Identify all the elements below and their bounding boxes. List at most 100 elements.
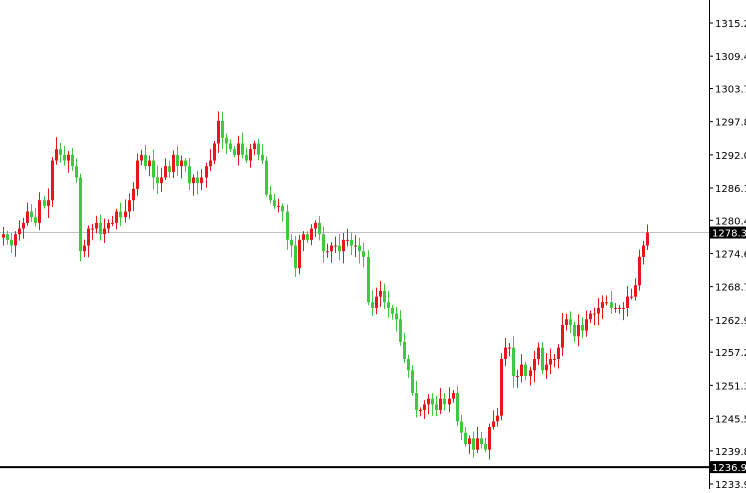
candle-body	[431, 398, 434, 405]
candle-body	[642, 245, 645, 257]
candle-body	[95, 222, 98, 229]
candle-body	[79, 177, 82, 252]
candle-body	[265, 160, 268, 195]
candle-body	[63, 154, 66, 161]
candle-body	[47, 200, 50, 206]
candle-body	[553, 358, 556, 360]
candle-body	[119, 211, 122, 218]
candle-body	[379, 290, 382, 297]
candle-body	[464, 432, 467, 445]
candle-body	[338, 245, 341, 252]
candle-body	[423, 404, 426, 411]
y-tick-label: 1286.15	[715, 184, 746, 195]
candle-body	[229, 143, 232, 150]
candle-body	[549, 358, 552, 365]
candle-body	[107, 222, 110, 229]
candle-body	[484, 444, 487, 450]
candle-body	[160, 177, 163, 184]
y-tick-label: 1309.40	[715, 52, 746, 63]
candle-body	[638, 256, 641, 286]
candle-body	[427, 398, 430, 405]
candle-body	[196, 177, 199, 184]
candle-body	[99, 222, 102, 235]
candle-body	[180, 160, 183, 167]
candle-body	[354, 245, 357, 247]
y-tick-label: 1245.50	[715, 415, 746, 426]
candle-body	[298, 239, 301, 269]
candle-body	[411, 370, 414, 393]
candle-body	[241, 143, 244, 155]
candle-body	[209, 160, 212, 167]
y-tick-label: 1262.90	[715, 316, 746, 327]
candle-body	[350, 239, 353, 246]
candle-body	[273, 200, 276, 206]
candle-body	[253, 143, 256, 150]
candle-body	[516, 375, 519, 377]
candle-body	[192, 177, 195, 184]
candle-body	[38, 200, 41, 223]
candle-body	[419, 410, 422, 412]
y-tick-label: 1274.60	[715, 250, 746, 261]
candle-body	[156, 177, 159, 184]
candle-body	[618, 307, 621, 309]
candle-body	[115, 211, 118, 223]
y-tick-label: 1315.25	[715, 19, 746, 30]
candle-body	[399, 319, 402, 342]
candle-body	[200, 177, 203, 184]
candle-body	[375, 296, 378, 308]
candle-body	[488, 427, 491, 450]
candle-body	[111, 222, 114, 224]
candle-body	[601, 302, 604, 308]
candle-body	[504, 347, 507, 359]
candle-body	[492, 421, 495, 428]
candle-body	[225, 137, 228, 144]
candle-body	[221, 120, 224, 138]
candle-body	[55, 149, 58, 161]
candle-body	[132, 188, 135, 201]
candle-body	[269, 194, 272, 201]
candle-body	[164, 166, 167, 178]
candle-body	[87, 228, 90, 246]
candle-body	[233, 149, 236, 155]
candle-body	[496, 415, 499, 422]
y-tick-label: 1303.70	[715, 84, 746, 95]
candle-body	[456, 392, 459, 422]
horizontal-level-box	[710, 461, 746, 474]
candle-body	[237, 143, 240, 155]
candle-body	[144, 154, 147, 167]
candle-body	[148, 160, 151, 167]
y-tick-label: 1297.85	[715, 118, 746, 129]
candle-body	[286, 211, 289, 240]
candle-body	[520, 364, 523, 376]
candle-body	[626, 296, 629, 308]
candle-body	[585, 319, 588, 331]
candle-body	[541, 347, 544, 371]
y-tick-label: 1251.35	[715, 381, 746, 392]
y-tick-label: 1280.45	[715, 216, 746, 227]
candle-body	[614, 307, 617, 309]
candle-body	[452, 392, 455, 399]
candle-body	[565, 319, 568, 325]
candle-body	[140, 154, 143, 161]
candle-body	[217, 120, 220, 144]
candle-body	[435, 404, 438, 411]
candle-body	[2, 234, 5, 238]
candle-body	[103, 228, 106, 235]
y-tick-label: 1257.20	[715, 348, 746, 359]
candle-body	[67, 154, 70, 161]
candle-body	[306, 234, 309, 240]
candle-body	[75, 166, 78, 178]
candle-body	[415, 392, 418, 411]
current-price-label: 1278.30	[712, 229, 746, 240]
current-price-box	[710, 226, 746, 239]
candle-body	[476, 438, 479, 450]
candle-body	[302, 234, 305, 240]
candle-body	[367, 256, 370, 303]
candle-body	[83, 245, 86, 252]
candle-body	[634, 285, 637, 297]
candle-body	[257, 143, 260, 155]
candle-body	[334, 245, 337, 247]
candle-body	[512, 347, 515, 376]
